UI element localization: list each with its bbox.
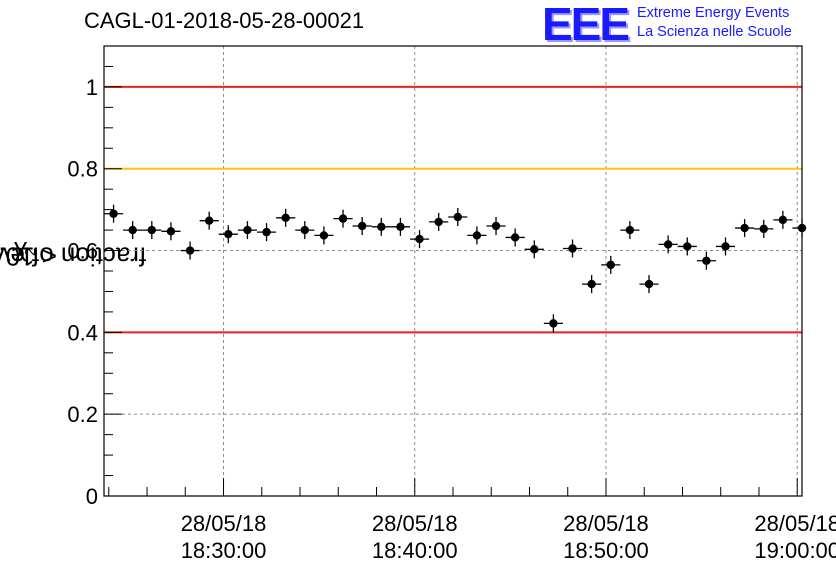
data-point-25 (587, 279, 596, 289)
x-tick-time-3: 19:00:00 (754, 538, 836, 563)
data-point-0 (109, 209, 118, 218)
data-point-12 (338, 214, 348, 223)
data-point-28 (644, 279, 654, 289)
data-point-32 (721, 242, 730, 251)
data-point-4 (185, 246, 195, 255)
data-point-11 (319, 231, 329, 240)
plot-frame (103, 45, 803, 497)
x-tick-date-2: 28/05/18 (563, 511, 649, 536)
data-point-9 (281, 213, 290, 223)
y-tick-label-5: 1 (86, 75, 98, 100)
eee-logo-mark: EEE (542, 0, 630, 50)
data-point-7 (243, 225, 252, 235)
data-point-15 (396, 222, 405, 232)
data-point-30 (683, 242, 692, 251)
y-tick-label-1: 0.2 (67, 402, 98, 427)
data-point-8 (262, 227, 271, 237)
data-point-1 (128, 225, 137, 235)
data-point-35 (778, 215, 788, 225)
logo-line-1: Extreme Energy Events (637, 5, 790, 21)
data-point-34 (759, 224, 768, 234)
x-tick-time-1: 18:40:00 (372, 538, 458, 563)
data-point-29 (663, 240, 673, 249)
data-point-36 (797, 223, 807, 233)
data-point-23 (549, 319, 558, 328)
x-tick-time-2: 18:50:00 (563, 538, 649, 563)
data-point-22 (530, 245, 539, 254)
data-point-31 (702, 256, 711, 265)
data-point-2 (147, 225, 157, 235)
y-tick-label-2: 0.4 (67, 320, 98, 345)
data-point-6 (224, 229, 233, 239)
data-point-33 (740, 223, 749, 233)
data-point-16 (415, 234, 424, 244)
data-point-26 (606, 260, 615, 270)
data-point-24 (568, 244, 577, 253)
x-tick-time-0: 18:30:00 (181, 538, 267, 563)
data-point-5 (204, 216, 214, 225)
eee-logo: EEE Extreme Energy Events La Scienza nel… (542, 0, 836, 50)
data-point-19 (472, 231, 482, 240)
data-point-3 (166, 227, 176, 236)
logo-line-2: La Scienza nelle Scuole (637, 24, 792, 40)
x-tick-date-1: 28/05/18 (372, 511, 458, 536)
data-point-13 (357, 221, 367, 231)
data-point-14 (377, 222, 386, 232)
y-tick-label-4: 0.8 (67, 157, 98, 182)
x-tick-date-3: 28/05/18 (754, 511, 836, 536)
chart-title: CAGL-01-2018-05-28-00021 (84, 8, 365, 33)
data-point-18 (453, 212, 462, 222)
x-tick-date-0: 28/05/18 (181, 511, 267, 536)
y-tick-label-3: 0.6 (67, 239, 98, 264)
data-point-21 (510, 233, 520, 242)
y-tick-label-0: 0 (86, 484, 98, 509)
data-point-10 (300, 225, 309, 235)
data-point-20 (491, 221, 501, 231)
data-point-17 (434, 217, 443, 227)
data-point-27 (625, 225, 635, 235)
